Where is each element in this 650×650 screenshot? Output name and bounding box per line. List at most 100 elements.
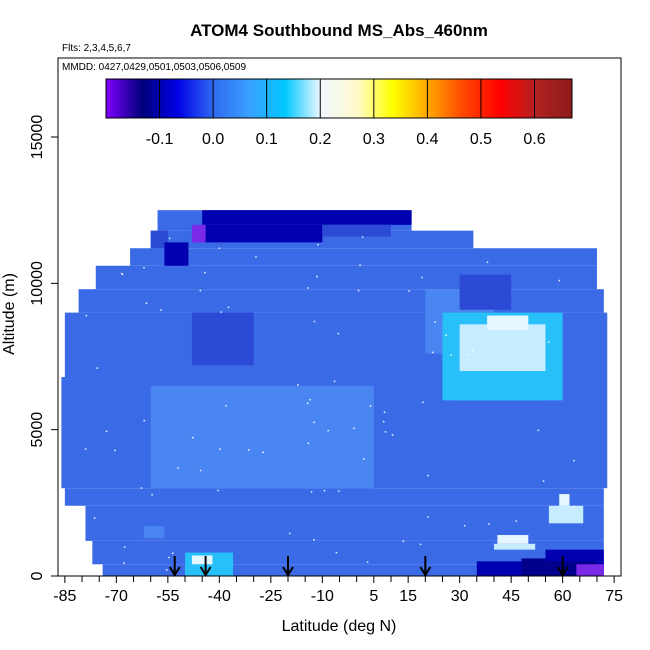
speckle-dot bbox=[572, 459, 575, 462]
field-layer bbox=[130, 248, 597, 266]
speckle-dot bbox=[359, 264, 361, 267]
speckle-dot bbox=[143, 419, 146, 422]
colorbar-tick-label: 0.6 bbox=[523, 131, 545, 148]
speckle-dot bbox=[419, 543, 422, 546]
speckle-dot bbox=[558, 279, 561, 282]
speckle-dot bbox=[127, 235, 129, 238]
speckle-dot bbox=[369, 405, 372, 408]
x-tick-label: -25 bbox=[259, 588, 282, 605]
speckle-dot bbox=[361, 236, 364, 238]
colorbar-tick-label: 0.3 bbox=[363, 131, 385, 148]
speckle-dot bbox=[427, 516, 429, 518]
speckle-dot bbox=[421, 276, 423, 279]
y-tick-label: 5000 bbox=[29, 412, 46, 448]
speckle-dot bbox=[384, 430, 387, 433]
speckle-dot bbox=[515, 520, 518, 523]
colorbar-tick-label: 0.5 bbox=[470, 131, 492, 148]
speckle-dot bbox=[307, 287, 309, 289]
speckle-dot bbox=[191, 436, 194, 439]
y-axis-label: Altitude (m) bbox=[1, 273, 18, 355]
field-whiteblue-region bbox=[487, 315, 529, 331]
y-tick-label: 15000 bbox=[29, 115, 46, 160]
speckle-dot bbox=[96, 367, 99, 369]
speckle-dot bbox=[445, 334, 448, 337]
speckle-dot bbox=[225, 404, 227, 407]
speckle-dot bbox=[408, 290, 410, 292]
speckle-dot bbox=[160, 309, 163, 311]
speckle-dot bbox=[93, 517, 96, 520]
speckle-dot bbox=[217, 489, 219, 492]
speckle-dot bbox=[427, 474, 429, 477]
speckle-dot bbox=[366, 561, 369, 563]
speckle-dot bbox=[353, 427, 355, 430]
speckle-dot bbox=[335, 551, 338, 554]
colorbar-tick-label: -0.1 bbox=[146, 131, 174, 148]
speckle-dot bbox=[431, 351, 434, 354]
field-layer bbox=[95, 265, 597, 290]
speckle-dot bbox=[573, 505, 576, 508]
field-whiteblue-region bbox=[559, 494, 570, 506]
x-tick-label: 45 bbox=[502, 588, 520, 605]
y-axis: 0 5000 10000 15000 bbox=[29, 115, 58, 580]
profile-arrow-head bbox=[282, 566, 294, 577]
field-lighter-region bbox=[143, 526, 165, 538]
speckle-dot bbox=[165, 568, 168, 571]
colorbar-tick-label: 0.2 bbox=[309, 131, 331, 148]
speckle-dot bbox=[204, 271, 206, 274]
speckle-dot bbox=[84, 448, 87, 450]
x-axis: -85 -70 -55 -40 -25 -10 5 15 30 45 60 75 bbox=[53, 576, 623, 605]
speckle-dot bbox=[337, 332, 340, 335]
field-lighter-region bbox=[150, 385, 374, 489]
y-tick-label: 10000 bbox=[29, 261, 46, 306]
speckle-dot bbox=[199, 289, 202, 292]
speckle-dot bbox=[120, 272, 123, 275]
speckle-dot bbox=[463, 524, 466, 527]
field-purple-region bbox=[576, 564, 604, 576]
speckle-dot bbox=[313, 320, 316, 323]
speckle-dot bbox=[488, 523, 491, 526]
field-pale-region bbox=[548, 505, 584, 524]
colorbar-bar bbox=[105, 78, 573, 119]
speckle-dot bbox=[402, 540, 405, 542]
speckle-dot bbox=[151, 493, 153, 496]
speckle-dot bbox=[486, 261, 489, 264]
speckle-dot bbox=[307, 442, 310, 445]
speckle-dot bbox=[327, 429, 330, 432]
field-whiteblue-region bbox=[191, 555, 213, 565]
y-tick-label: 0 bbox=[29, 571, 46, 580]
speckle-dot bbox=[382, 420, 385, 423]
speckle-dot bbox=[171, 552, 174, 555]
field-pale-region bbox=[459, 324, 546, 372]
dates-label: MMDD: 0427,0429,0501,0503,0506,0509 bbox=[62, 62, 246, 73]
speckle-dot bbox=[114, 449, 116, 452]
speckle-dot bbox=[310, 490, 313, 493]
speckle-dot bbox=[434, 321, 437, 323]
profile-arrow-head bbox=[556, 566, 569, 577]
x-tick-label: -55 bbox=[156, 588, 179, 605]
speckle-dot bbox=[542, 480, 545, 483]
speckle-dot bbox=[313, 421, 316, 424]
heatmap-field bbox=[61, 210, 608, 576]
speckle-dot bbox=[218, 247, 221, 250]
speckle-dot bbox=[145, 302, 148, 305]
x-tick-label: -40 bbox=[208, 588, 231, 605]
profile-markers bbox=[168, 556, 569, 577]
field-whiteblue-region bbox=[497, 535, 529, 544]
profile-arrow-head bbox=[419, 566, 432, 577]
speckle-dot bbox=[323, 489, 326, 492]
speckle-dot bbox=[123, 546, 126, 549]
colorbar-tick-label: 0.0 bbox=[202, 131, 224, 148]
colorbar-tick-label: 0.4 bbox=[416, 131, 438, 148]
field-navy-region bbox=[202, 224, 323, 243]
speckle-dot bbox=[167, 556, 170, 559]
speckle-dot bbox=[227, 306, 230, 309]
speckle-dot bbox=[177, 466, 179, 469]
speckle-dot bbox=[537, 429, 540, 432]
x-axis-label: Latitude (deg N) bbox=[282, 618, 397, 635]
x-tick-label: -85 bbox=[53, 588, 76, 605]
speckle-dot bbox=[85, 314, 88, 317]
field-layer bbox=[102, 564, 604, 576]
x-tick-label: 30 bbox=[451, 588, 469, 605]
field-darker-region bbox=[459, 274, 512, 310]
